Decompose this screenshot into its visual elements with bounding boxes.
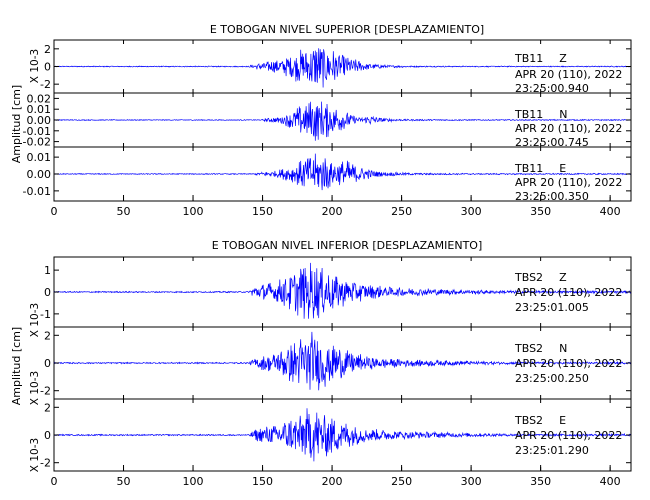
waveform-trace xyxy=(53,48,631,88)
waveform-trace xyxy=(53,153,631,191)
station-label: TBS2 N xyxy=(514,342,567,355)
y-ticks: 0.020.010.00-0.01-0.02 xyxy=(23,92,631,149)
x-tick-label: 150 xyxy=(252,475,273,488)
waveform-trace xyxy=(53,262,631,319)
x-tick-label: 50 xyxy=(117,205,131,218)
y-tick-label: 2 xyxy=(44,401,51,414)
station-label: TBS2 Z xyxy=(514,271,567,284)
date-label: APR 20 (110), 2022 xyxy=(515,286,622,299)
scale-label: X 10-3 xyxy=(29,303,41,337)
y-ticks: 0.01 0.00 -0.01 xyxy=(23,147,631,201)
y-tick-label: 0 xyxy=(44,286,51,299)
panel-superior-n: 0.020.010.00-0.01-0.02 TB11 N APR 20 (110… xyxy=(23,92,632,149)
y-tick-label: -1 xyxy=(40,308,51,321)
y-tick-label: 2 xyxy=(44,43,51,56)
x-tick-label: 100 xyxy=(183,475,204,488)
y-ticks: 2 0 -2 xyxy=(40,327,631,399)
y-tick-label: -0.02 xyxy=(23,136,51,149)
scale-label: X 10-3 xyxy=(29,49,41,83)
y-tick-label: 2 xyxy=(44,329,51,342)
x-tick-label: 400 xyxy=(600,475,621,488)
scale-label: X 10-3 xyxy=(29,438,41,472)
date-label: APR 20 (110), 2022 xyxy=(515,357,622,370)
x-tick-label: 0 xyxy=(51,475,58,488)
x-tick-label: 200 xyxy=(322,205,343,218)
y-tick-label: 1 xyxy=(44,264,51,277)
time-label: 23:25:00.350 xyxy=(515,190,589,203)
date-label: APR 20 (110), 2022 xyxy=(515,68,622,81)
y-ticks: 2 0 -2 xyxy=(40,40,631,93)
y-tick-label: -0.01 xyxy=(23,185,51,198)
x-tick-label: 50 xyxy=(117,475,131,488)
y-ticks: 1 0 -1 xyxy=(40,257,631,327)
y-tick-label: 0 xyxy=(44,61,51,74)
y-tick-label: 0.02 xyxy=(27,92,52,105)
date-label: APR 20 (110), 2022 xyxy=(515,429,622,442)
chart-title-inferior: E TOBOGAN NIVEL INFERIOR [DESPLAZAMIENTO… xyxy=(212,239,483,252)
y-tick-label: 0 xyxy=(44,429,51,442)
y-tick-label: -2 xyxy=(40,457,51,470)
station-label: TB11 N xyxy=(514,108,568,121)
x-tick-label: 300 xyxy=(461,475,482,488)
y-tick-label: 0 xyxy=(44,357,51,370)
panel-superior-e: 0.01 0.00 -0.01 TB11 E APR 20 (110), 2022 2… xyxy=(23,146,632,203)
date-label: APR 20 (110), 2022 xyxy=(515,176,622,189)
y-axis-label-inferior: Amplitud [cm] xyxy=(10,327,23,405)
waveform-trace xyxy=(53,331,632,391)
x-tick-label: 0 xyxy=(51,205,58,218)
y-tick-label: 0.01 xyxy=(27,103,52,116)
waveform-trace xyxy=(53,101,631,141)
y-tick-label: -2 xyxy=(40,78,51,91)
time-label: 23:25:00.940 xyxy=(515,82,589,95)
y-axis-label-superior: Amplitud [cm] xyxy=(10,85,23,163)
x-tick-label: 350 xyxy=(530,205,551,218)
time-label: 23:25:01.005 xyxy=(515,301,589,314)
waveform-trace xyxy=(53,408,632,462)
x-tick-label: 250 xyxy=(391,205,412,218)
y-tick-label: 0.00 xyxy=(27,168,52,181)
chart-title-superior: E TOBOGAN NIVEL SUPERIOR [DESPLAZAMIENTO… xyxy=(210,23,484,36)
date-label: APR 20 (110), 2022 xyxy=(515,122,622,135)
x-axis-inferior: 0 50 100 150 200 250 300 350 400 xyxy=(51,465,621,488)
time-label: 23:25:00.745 xyxy=(515,136,589,149)
x-axis-superior: 0 50 100 150 200 250 300 350 400 xyxy=(51,195,621,218)
x-tick-label: 200 xyxy=(322,475,343,488)
x-tick-label: 300 xyxy=(461,205,482,218)
panel-inferior-e: 2 0 -2 X 10-3 TBS2 E APR 20 (110), 2022 23:… xyxy=(29,398,632,472)
panel-superior-z: 2 0 -2 X 10-3 TB11 Z APR 20 (110), 2022 23:… xyxy=(29,39,632,95)
x-tick-label: 150 xyxy=(252,205,273,218)
y-tick-label: 0.01 xyxy=(27,151,52,164)
x-tick-label: 250 xyxy=(391,475,412,488)
time-label: 23:25:01.290 xyxy=(515,444,589,457)
y-tick-label: -0.01 xyxy=(23,125,51,138)
x-tick-label: 100 xyxy=(183,205,204,218)
time-label: 23:25:00.250 xyxy=(515,372,589,385)
y-tick-label: 0.00 xyxy=(27,114,52,127)
station-label: TB11 E xyxy=(514,162,566,175)
x-tick-label: 350 xyxy=(530,475,551,488)
station-label: TBS2 E xyxy=(514,414,566,427)
station-label: TB11 Z xyxy=(514,52,567,65)
x-tick-label: 400 xyxy=(600,205,621,218)
scale-label: X 10-3 xyxy=(29,371,41,405)
panel-inferior-n: 2 0 -2 X 10-3 TBS2 N APR 20 (110), 2022 23:… xyxy=(29,326,632,405)
y-tick-label: -2 xyxy=(40,385,51,398)
